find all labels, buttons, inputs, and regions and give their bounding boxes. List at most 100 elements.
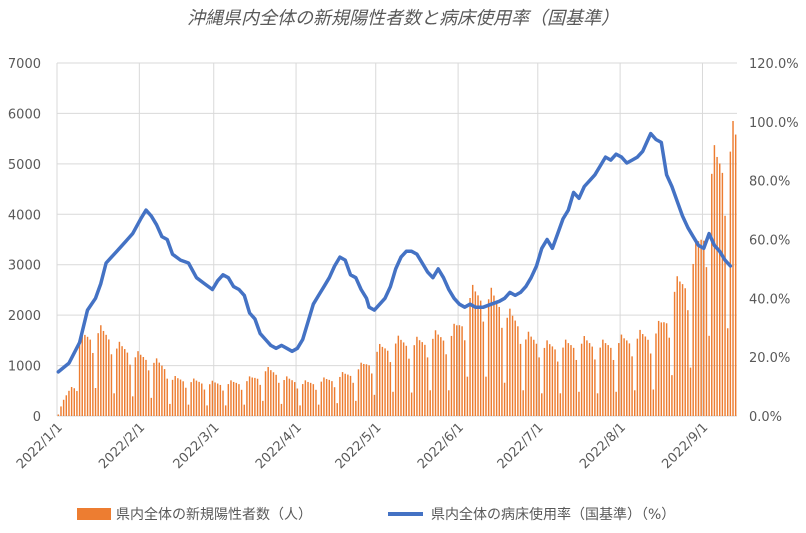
bar xyxy=(124,349,126,416)
bar xyxy=(551,346,554,416)
bar xyxy=(676,276,678,416)
bar xyxy=(347,374,349,416)
bar xyxy=(227,384,230,416)
bar xyxy=(469,298,471,416)
bar xyxy=(68,390,70,416)
bar xyxy=(663,322,665,416)
bar xyxy=(413,345,415,416)
bar xyxy=(734,134,737,417)
bar xyxy=(264,371,267,416)
bar xyxy=(169,403,171,416)
bar xyxy=(543,347,546,416)
bar xyxy=(222,390,224,416)
bar xyxy=(60,406,62,416)
bar xyxy=(368,365,370,416)
bar xyxy=(397,335,400,416)
bar xyxy=(421,342,423,416)
bar xyxy=(535,343,538,416)
bar xyxy=(97,333,99,416)
bar xyxy=(224,405,227,416)
bar xyxy=(713,145,716,416)
bar xyxy=(216,383,219,416)
x-tick-label: 2022/3/1 xyxy=(171,420,223,472)
bar xyxy=(716,156,718,416)
bar xyxy=(649,353,652,416)
bar xyxy=(732,120,734,417)
bar xyxy=(487,299,490,416)
left-tick-label: 5000 xyxy=(8,158,41,173)
bar xyxy=(328,379,330,416)
bar xyxy=(641,334,644,416)
bar xyxy=(546,340,548,416)
chart-title: 沖縄県内全体の新規陽性者数と病床使用率（国基準） xyxy=(187,8,619,29)
right-tick-label: 20.0% xyxy=(749,351,790,366)
bar xyxy=(211,380,214,416)
bar xyxy=(660,322,663,416)
bar xyxy=(530,336,532,416)
bar xyxy=(357,369,360,416)
bar xyxy=(360,362,362,416)
bar xyxy=(171,379,174,416)
bar xyxy=(671,375,673,416)
bar xyxy=(711,173,713,416)
right-tick-label: 60.0% xyxy=(749,234,790,249)
bar xyxy=(248,376,251,416)
bar xyxy=(527,331,530,416)
bar xyxy=(201,383,203,416)
bar xyxy=(578,391,580,416)
bar xyxy=(572,347,575,416)
bar xyxy=(509,308,511,416)
bar xyxy=(729,151,732,416)
bar xyxy=(424,344,426,416)
bar xyxy=(177,378,179,416)
bar xyxy=(145,359,147,416)
bar xyxy=(118,341,121,416)
bar xyxy=(256,378,259,416)
bar xyxy=(596,393,599,416)
bar xyxy=(673,291,676,416)
bar xyxy=(525,339,527,416)
x-tick-label: 2022/8/1 xyxy=(577,420,629,472)
bar xyxy=(240,389,243,416)
bar xyxy=(283,380,285,416)
bar xyxy=(158,362,160,416)
bar xyxy=(495,300,498,416)
bar xyxy=(129,364,131,416)
bar xyxy=(331,381,333,416)
bar xyxy=(464,340,466,416)
bar xyxy=(121,346,123,416)
bar xyxy=(432,338,434,416)
bar xyxy=(634,390,636,416)
bar xyxy=(639,329,641,416)
legend-bar-label: 県内全体の新規陽性者数（人） xyxy=(116,506,312,523)
right-tick-label: 0.0% xyxy=(749,410,782,425)
bar xyxy=(448,390,450,416)
bar xyxy=(150,397,153,416)
bar xyxy=(408,358,410,416)
bar xyxy=(623,338,625,416)
bar xyxy=(323,377,325,416)
bar xyxy=(102,330,105,416)
bar xyxy=(615,391,617,416)
bar xyxy=(371,373,373,416)
bar xyxy=(519,343,522,416)
bar xyxy=(333,387,336,416)
bar xyxy=(453,323,455,416)
bar xyxy=(588,343,591,416)
bar xyxy=(243,404,245,416)
bar xyxy=(161,365,163,416)
bar xyxy=(267,367,269,416)
bar xyxy=(214,382,216,416)
bar xyxy=(583,336,585,416)
bar xyxy=(291,380,293,416)
bar xyxy=(142,357,145,416)
bar xyxy=(275,374,277,416)
bar xyxy=(219,384,222,416)
bar xyxy=(137,351,139,416)
right-tick-label: 120.0% xyxy=(749,57,799,72)
x-tick-label: 2022/7/1 xyxy=(495,420,547,472)
bar xyxy=(655,333,657,416)
bar xyxy=(394,343,397,416)
bar xyxy=(607,345,609,416)
bar xyxy=(705,267,708,416)
